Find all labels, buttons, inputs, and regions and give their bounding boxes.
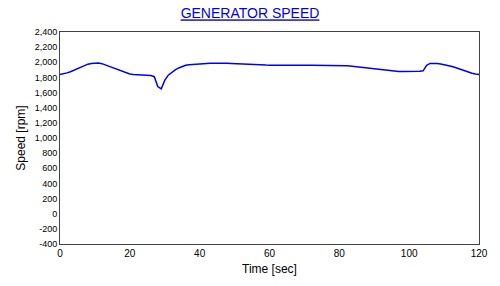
svg-text:1,600: 1,600 (35, 88, 58, 98)
svg-text:2,200: 2,200 (35, 42, 58, 52)
svg-text:600: 600 (42, 163, 57, 173)
svg-text:0: 0 (57, 248, 63, 259)
svg-text:Speed [rpm]: Speed [rpm] (14, 105, 28, 170)
svg-text:Time [sec]: Time [sec] (242, 262, 297, 276)
svg-text:20: 20 (124, 248, 136, 259)
svg-text:80: 80 (334, 248, 346, 259)
svg-text:800: 800 (42, 148, 57, 158)
svg-text:40: 40 (194, 248, 206, 259)
svg-text:200: 200 (42, 194, 57, 204)
svg-text:120: 120 (471, 248, 488, 259)
svg-text:60: 60 (264, 248, 276, 259)
svg-text:0: 0 (52, 209, 57, 219)
svg-text:1,400: 1,400 (35, 103, 58, 113)
svg-text:400: 400 (42, 179, 57, 189)
svg-text:2,000: 2,000 (35, 57, 58, 67)
svg-text:1,000: 1,000 (35, 133, 58, 143)
svg-text:1,800: 1,800 (35, 73, 58, 83)
svg-text:GENERATOR SPEED: GENERATOR SPEED (181, 5, 320, 21)
svg-text:1,200: 1,200 (35, 118, 58, 128)
svg-text:-400: -400 (39, 239, 57, 249)
svg-text:100: 100 (401, 248, 418, 259)
svg-text:2,400: 2,400 (35, 27, 58, 37)
svg-text:-200: -200 (39, 224, 57, 234)
